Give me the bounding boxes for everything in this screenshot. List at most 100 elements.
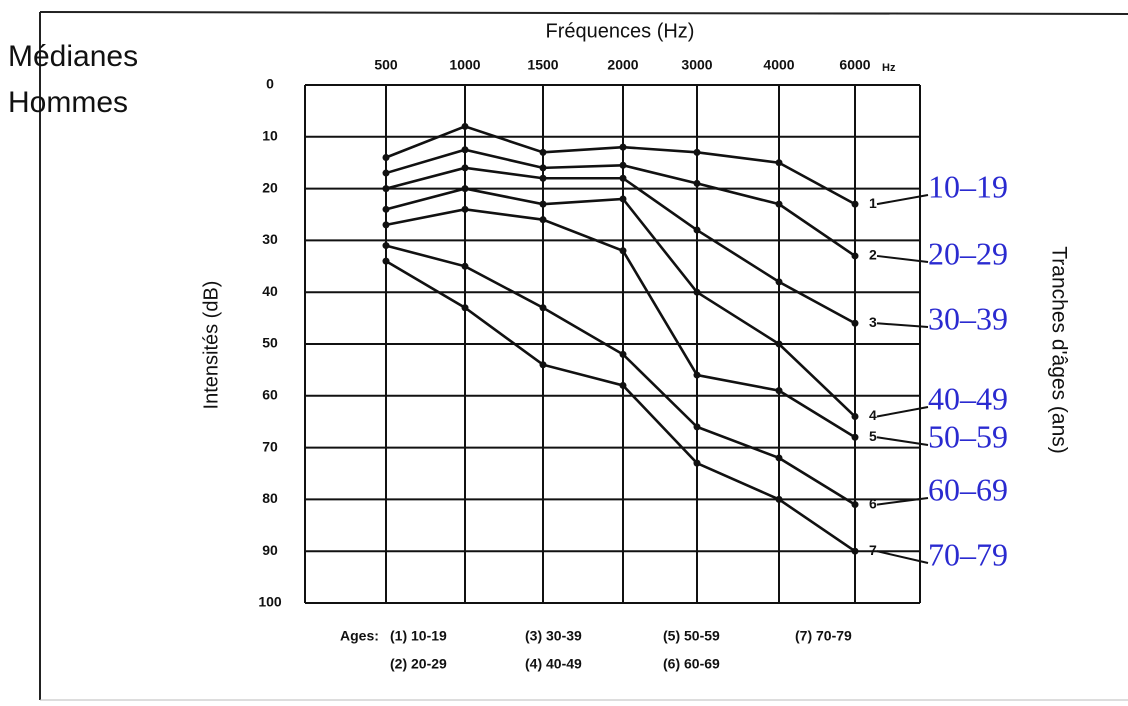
point (461, 185, 469, 193)
point (775, 340, 783, 348)
legend-item: (5) 50-59 (663, 628, 720, 644)
point (851, 200, 859, 208)
point (619, 195, 627, 203)
line-label: 1 (869, 195, 877, 211)
x-tick-label: 500 (374, 57, 398, 73)
point (851, 319, 859, 327)
point (775, 387, 783, 395)
series-name: 10–19 (928, 168, 1008, 204)
point (693, 371, 701, 379)
point (693, 226, 701, 234)
point (382, 242, 390, 250)
leader (876, 497, 929, 506)
point (382, 185, 390, 193)
line-label: 7 (869, 542, 877, 558)
leader (876, 550, 929, 564)
point (775, 495, 783, 503)
point (461, 122, 469, 130)
y-tick-label: 30 (262, 231, 278, 247)
point (693, 148, 701, 156)
point (775, 200, 783, 208)
x-tick-label: 3000 (681, 57, 712, 73)
x-tick-label: 1500 (527, 57, 558, 73)
point (461, 262, 469, 270)
point (539, 361, 547, 369)
leader (876, 322, 929, 328)
series-name: 70–79 (928, 536, 1008, 572)
y-tick-label: 100 (258, 594, 282, 610)
line-label: 4 (869, 407, 877, 423)
x-tick-label: 2000 (607, 57, 638, 73)
point (619, 381, 627, 389)
point (851, 252, 859, 260)
y-tick-label: 50 (262, 335, 278, 351)
title: Hommes (8, 86, 128, 119)
y-tick-label: 0 (266, 76, 274, 92)
leader (876, 194, 929, 206)
point (539, 304, 547, 312)
point (461, 164, 469, 172)
point (619, 350, 627, 358)
legend-item: (6) 60-69 (663, 656, 720, 672)
frame (39, 11, 1128, 15)
point (619, 174, 627, 182)
series-name: 30–39 (928, 300, 1008, 336)
line-label: 3 (869, 314, 877, 330)
x-unit: Hz (882, 62, 896, 74)
point (539, 164, 547, 172)
point (693, 179, 701, 187)
point (382, 221, 390, 229)
point (851, 501, 859, 509)
point (461, 146, 469, 154)
legend-item: (4) 40-49 (525, 656, 582, 672)
title: Médianes (8, 40, 138, 73)
legend-item: (7) 70-79 (795, 628, 852, 644)
point (382, 205, 390, 213)
y-tick-label: 40 (262, 283, 278, 299)
x-tick-label: 6000 (839, 57, 870, 73)
x-tick-label: 4000 (763, 57, 794, 73)
point (619, 247, 627, 255)
series-line (385, 260, 856, 553)
y-tick-label: 60 (262, 387, 278, 403)
leader (876, 406, 929, 418)
point (382, 169, 390, 177)
x-tick-label: 1000 (449, 57, 480, 73)
point (539, 216, 547, 224)
point (539, 174, 547, 182)
point (539, 200, 547, 208)
point (693, 288, 701, 296)
point (775, 454, 783, 462)
series-name: 60–69 (928, 471, 1008, 507)
legend-item: (2) 20-29 (390, 656, 447, 672)
point (693, 423, 701, 431)
point (382, 257, 390, 265)
point (461, 205, 469, 213)
leader (876, 254, 929, 263)
point (851, 413, 859, 421)
point (851, 547, 859, 555)
point (775, 159, 783, 167)
legend-item: (3) 30-39 (525, 628, 582, 644)
point (851, 433, 859, 441)
series-name: 50–59 (928, 418, 1008, 454)
y-tick-label: 80 (262, 490, 278, 506)
y2-axis-label: Tranches d'âges (ans) (1047, 246, 1070, 454)
point (619, 143, 627, 151)
series-name: 40–49 (928, 380, 1008, 416)
series-line (385, 208, 856, 439)
y-axis-label: Intensités (dB) (200, 281, 222, 410)
point (382, 154, 390, 162)
point (461, 304, 469, 312)
y-tick-label: 90 (262, 542, 278, 558)
y-tick-label: 70 (262, 438, 278, 454)
legend-prefix: Ages: (340, 628, 379, 644)
line-label: 2 (869, 247, 877, 263)
point (619, 161, 627, 169)
x-axis-label: Fréquences (Hz) (546, 20, 695, 42)
point (539, 148, 547, 156)
series-name: 20–29 (928, 235, 1008, 271)
y-tick-label: 20 (262, 179, 278, 195)
legend-item: (1) 10-19 (390, 628, 447, 644)
